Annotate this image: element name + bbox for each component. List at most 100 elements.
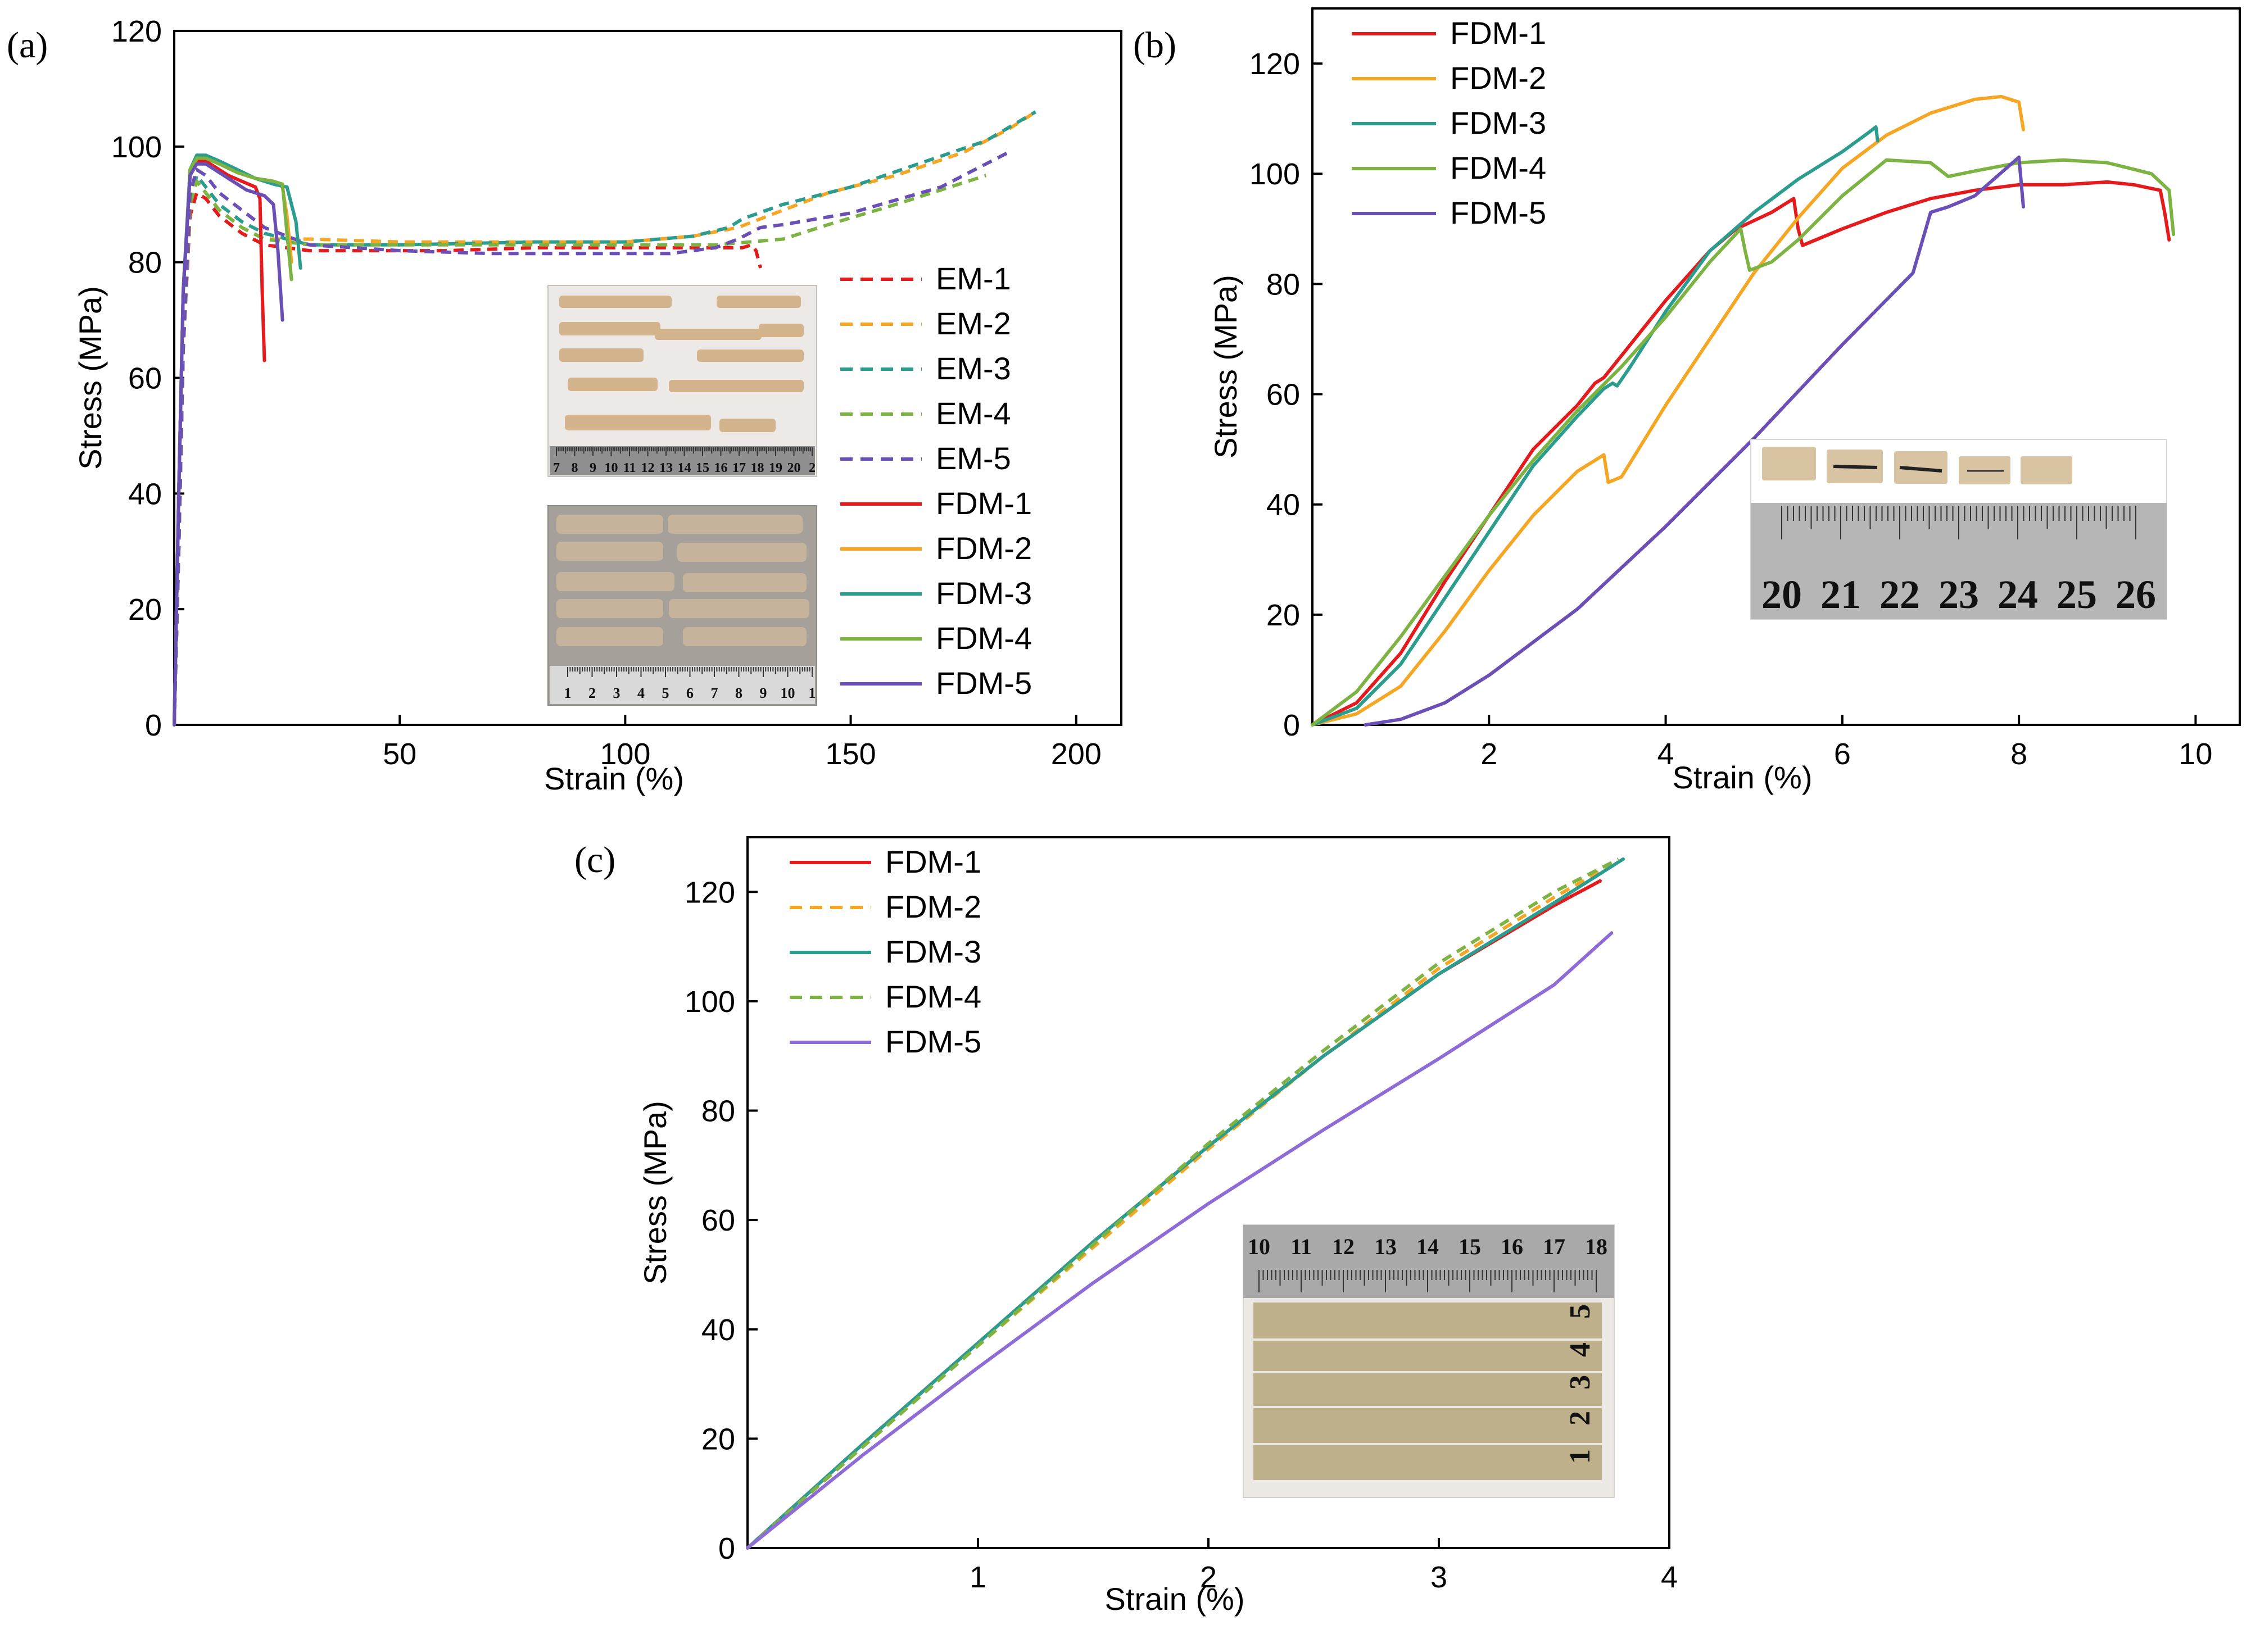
ruler-b: 20 21 22 23 24 25 26	[1761, 506, 2156, 617]
series-line-fdm-3	[173, 153, 302, 727]
x-tick-label: 4	[1657, 737, 1674, 771]
ruler-number: 1	[564, 685, 572, 701]
series-line-fdm-4	[746, 857, 1620, 1550]
ruler-number: 2	[588, 685, 596, 701]
y-tick-label: 0	[145, 709, 162, 742]
y-tick-label: 40	[128, 477, 162, 511]
y-tick-label: 120	[111, 15, 162, 48]
legend-label-em-1: EM-1	[936, 261, 1011, 296]
y-tick-label: 20	[128, 593, 162, 627]
y-tick-label: 80	[1266, 267, 1300, 301]
series-line-fdm-1	[1311, 180, 2171, 727]
ruler-number: 23	[1939, 572, 1979, 617]
ruler-number: 11	[623, 461, 636, 475]
ruler-number: 18	[1585, 1234, 1607, 1259]
ruler-number: 7	[553, 461, 560, 475]
x-tick-label: 8	[2010, 737, 2027, 771]
legend-label-fdm-4: FDM-4	[1450, 150, 1546, 185]
y-tick-label: 80	[701, 1095, 735, 1128]
ruler-number: 5	[662, 685, 669, 701]
ruler-number: 10	[1248, 1234, 1270, 1259]
series-line-fdm-2	[173, 156, 293, 727]
ruler-number: 14	[1416, 1234, 1439, 1259]
y-tick-label: 60	[1266, 378, 1300, 412]
ruler-number: 16	[1501, 1234, 1523, 1259]
ruler-number: 3	[613, 685, 621, 701]
y-tick-label: 80	[128, 246, 162, 280]
ruler-number: 1	[809, 685, 816, 701]
ruler-number: 9	[590, 461, 596, 475]
y-axis-title: Stress (MPa)	[637, 1101, 673, 1285]
bar-mark-label: 2	[1564, 1411, 1596, 1426]
legend-label-em-5: EM-5	[936, 441, 1011, 476]
legend-label-em-3: EM-3	[936, 351, 1011, 386]
y-tick-label: 100	[685, 985, 735, 1019]
legend-label-em-2: EM-2	[936, 306, 1011, 341]
legend-label-fdm-2: FDM-2	[936, 530, 1032, 566]
y-tick-label: 20	[701, 1422, 735, 1456]
legend-label-fdm-5: FDM-5	[936, 665, 1032, 701]
ruler-number: 17	[1543, 1234, 1565, 1259]
series-line-fdm-5	[746, 931, 1614, 1550]
legend-label-fdm-4: FDM-4	[885, 979, 981, 1014]
y-tick-label: 40	[701, 1313, 735, 1347]
x-tick-label: 6	[1834, 737, 1851, 771]
ruler-number: 9	[760, 685, 767, 701]
legend-label-fdm-1: FDM-1	[1450, 15, 1546, 51]
ruler-a-top: 7 8 9 10 11 12 13 14 15 16 17 18 19 20 2	[553, 447, 816, 475]
ruler-number: 24	[1998, 572, 2038, 617]
y-axis-title: Stress (MPa)	[73, 286, 108, 470]
ruler-number: 13	[659, 461, 673, 475]
legend-label-em-4: EM-4	[936, 396, 1011, 431]
y-tick-label: 120	[1249, 47, 1300, 81]
ruler-number: 8	[735, 685, 742, 701]
specimen-photo-em: 7 8 9 10 11 12 13 14 15 16 17 18 19 20 2	[547, 285, 817, 477]
ruler-number: 20	[787, 461, 801, 475]
ruler-number: 22	[1879, 572, 1920, 617]
ruler-number: 7	[711, 685, 718, 701]
legend-label-fdm-3: FDM-3	[885, 934, 981, 969]
legend-label-fdm-3: FDM-3	[1450, 105, 1546, 140]
y-tick-label: 100	[1249, 157, 1300, 191]
x-axis-title: Strain (%)	[1105, 1581, 1245, 1617]
x-tick-label: 10	[2178, 737, 2212, 771]
x-tick-label: 1	[970, 1560, 986, 1594]
ruler-number: 10	[781, 685, 795, 701]
specimen-photo-flexural: 10 11 12 13 14 15 16 17 18 5 4 3 2 1	[1243, 1224, 1615, 1498]
ruler-number: 8	[572, 461, 578, 475]
legend-label-fdm-1: FDM-1	[885, 844, 981, 879]
ruler-number: 11	[1290, 1234, 1312, 1259]
x-tick-label: 50	[383, 737, 416, 771]
y-tick-label: 40	[1266, 488, 1300, 522]
bar-mark-label: 1	[1564, 1449, 1596, 1464]
ruler-a-bottom: 1 2 3 4 5 6 7 8 9 10 1	[564, 667, 816, 701]
legend-label-fdm-1: FDM-1	[936, 485, 1032, 521]
ruler-number: 17	[732, 461, 746, 475]
legend-label-fdm-5: FDM-5	[885, 1024, 981, 1059]
panel-label-b: (b)	[1133, 25, 1176, 66]
specimen-photo-compression: 20 21 22 23 24 25 26	[1750, 439, 2167, 620]
x-axis-title: Strain (%)	[1673, 760, 1813, 795]
x-tick-label: 100	[600, 737, 650, 771]
y-tick-label: 120	[685, 875, 735, 909]
ruler-number: 16	[714, 461, 728, 475]
legend: FDM-1 FDM-2 FDM-3 FDM-4 FDM-5	[1352, 15, 1546, 230]
ruler-number: 15	[1459, 1234, 1481, 1259]
x-tick-label: 150	[826, 737, 876, 771]
bar-mark-label: 4	[1564, 1342, 1596, 1357]
y-tick-label: 20	[1266, 598, 1300, 632]
y-tick-label: 0	[1283, 709, 1300, 742]
ruler-c: 10 11 12 13 14 15 16 17 18	[1248, 1234, 1607, 1292]
specimen-photo-fdm: 1 2 3 4 5 6 7 8 9 10 1	[547, 505, 817, 706]
series-line-fdm-5	[173, 162, 284, 727]
ruler-number: 18	[751, 461, 764, 475]
bar-marks-c: 5 4 3 2 1	[1564, 1304, 1596, 1464]
ruler-number: 14	[678, 461, 691, 475]
y-tick-label: 60	[128, 362, 162, 396]
x-tick-label: 200	[1051, 737, 1102, 771]
x-tick-label: 3	[1430, 1560, 1447, 1594]
legend-label-fdm-4: FDM-4	[936, 620, 1032, 656]
